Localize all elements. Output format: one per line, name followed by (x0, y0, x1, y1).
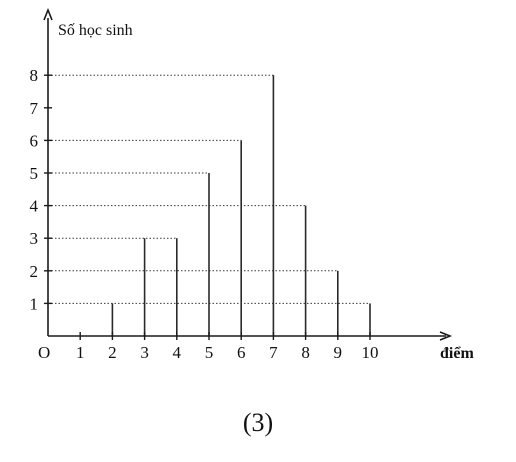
y-tick-label-8: 8 (30, 66, 39, 85)
x-tick-label-7: 7 (269, 343, 278, 362)
y-axis-arrow-icon (43, 7, 53, 21)
axes (43, 7, 453, 341)
x-tick-label-2: 2 (108, 343, 117, 362)
figure-caption: (3) (242, 408, 274, 437)
bars (111, 75, 371, 336)
x-axis-title: điểm (440, 345, 474, 362)
x-tick-label-9: 9 (334, 343, 343, 362)
column-chart: 1 2 3 4 5 6 7 8 9 10 1 2 3 4 5 6 7 8 Số học sinh điểm O (30, 7, 474, 362)
x-tick-label-8: 8 (301, 343, 310, 362)
y-tick-label-7: 7 (30, 99, 39, 118)
y-tick-label-5: 5 (30, 164, 39, 183)
x-axis-arrow-icon (439, 331, 453, 341)
x-tick-label-3: 3 (140, 343, 149, 362)
y-tick-label-1: 1 (30, 294, 39, 313)
y-tick-label-3: 3 (30, 229, 39, 248)
ticks: 1 2 3 4 5 6 7 8 9 10 1 2 3 4 5 6 7 8 (30, 66, 379, 362)
x-tick-label-10: 10 (362, 343, 379, 362)
x-tick-label-5: 5 (205, 343, 214, 362)
y-tick-label-6: 6 (30, 131, 39, 150)
x-tick-label-6: 6 (237, 343, 246, 362)
y-tick-label-4: 4 (30, 197, 39, 216)
origin-label: O (38, 343, 50, 362)
y-axis-title: Số học sinh (58, 22, 133, 39)
x-tick-label-1: 1 (76, 343, 85, 362)
x-tick-label-4: 4 (173, 343, 182, 362)
y-tick-label-2: 2 (30, 262, 39, 281)
